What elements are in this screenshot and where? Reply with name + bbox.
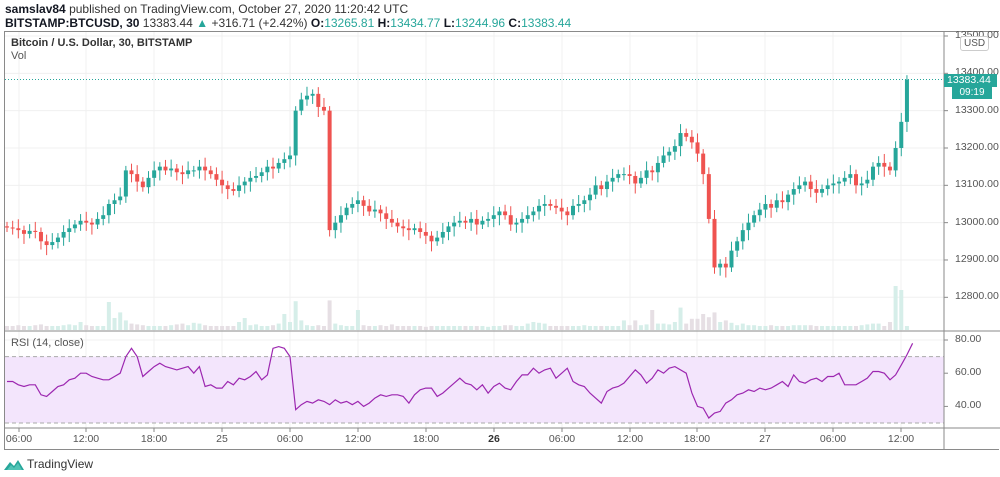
price-tick: 13100.00	[955, 178, 999, 191]
currency-label[interactable]: USD	[960, 36, 990, 51]
open-label: O:	[310, 16, 325, 30]
time-tick: 18:00	[140, 433, 168, 445]
last-price: 13383.44	[142, 16, 193, 30]
publish-info: samslav84 published on TradingView.com, …	[5, 2, 408, 16]
price-change: +316.71 (+2.42%)	[211, 16, 308, 30]
series-legend-title[interactable]: Bitcoin / U.S. Dollar, 30, BITSTAMP	[11, 37, 193, 49]
time-tick: 27	[759, 433, 771, 445]
close-label: C:	[508, 16, 522, 30]
time-tick: 06:00	[819, 433, 847, 445]
time-tick: 06:00	[276, 433, 304, 445]
symbol-name: BITSTAMP:BTCUSD, 30	[5, 16, 140, 30]
time-tick: 26	[488, 433, 500, 445]
last-price-marker: 13383.44	[944, 74, 997, 87]
time-tick: 12:00	[887, 433, 915, 445]
price-tick: 12800.00	[955, 290, 999, 303]
published-text: published on TradingView.com, October 27…	[69, 2, 409, 16]
publisher-name[interactable]: samslav84	[5, 2, 66, 16]
rsi-tick: 60.00	[955, 366, 982, 379]
low-label: L:	[443, 16, 456, 30]
time-tick: 12:00	[72, 433, 100, 445]
triangle-up-icon: ▲	[196, 16, 209, 30]
chart-frame	[4, 31, 999, 450]
time-tick: 06:00	[548, 433, 576, 445]
tradingview-logo-icon	[4, 460, 24, 470]
time-tick: 18:00	[683, 433, 711, 445]
brand-name: TradingView	[27, 457, 94, 471]
close-value: 13383.44	[521, 16, 572, 30]
time-tick: 06:00	[5, 433, 33, 445]
open-value: 13265.81	[324, 16, 375, 30]
time-tick: 12:00	[344, 433, 372, 445]
symbol-info: BITSTAMP:BTCUSD, 30 13383.44 ▲ +316.71 (…	[5, 16, 571, 30]
rsi-tick: 40.00	[955, 399, 982, 412]
rsi-legend[interactable]: RSI (14, close)	[11, 337, 84, 349]
price-tick: 12900.00	[955, 252, 999, 265]
time-tick: 12:00	[616, 433, 644, 445]
volume-legend[interactable]: Vol	[11, 50, 27, 62]
price-tick: 13200.00	[955, 140, 999, 153]
time-tick: 25	[216, 433, 228, 445]
rsi-tick: 80.00	[955, 333, 982, 345]
high-value: 13434.77	[390, 16, 441, 30]
price-tick: 13300.00	[955, 103, 999, 116]
price-tick: 13000.00	[955, 215, 999, 228]
tradingview-branding[interactable]: TradingView	[4, 457, 93, 471]
high-label: H:	[377, 16, 391, 30]
bar-countdown: 09:19	[952, 87, 992, 99]
low-value: 13244.96	[455, 16, 506, 30]
time-tick: 18:00	[412, 433, 440, 445]
